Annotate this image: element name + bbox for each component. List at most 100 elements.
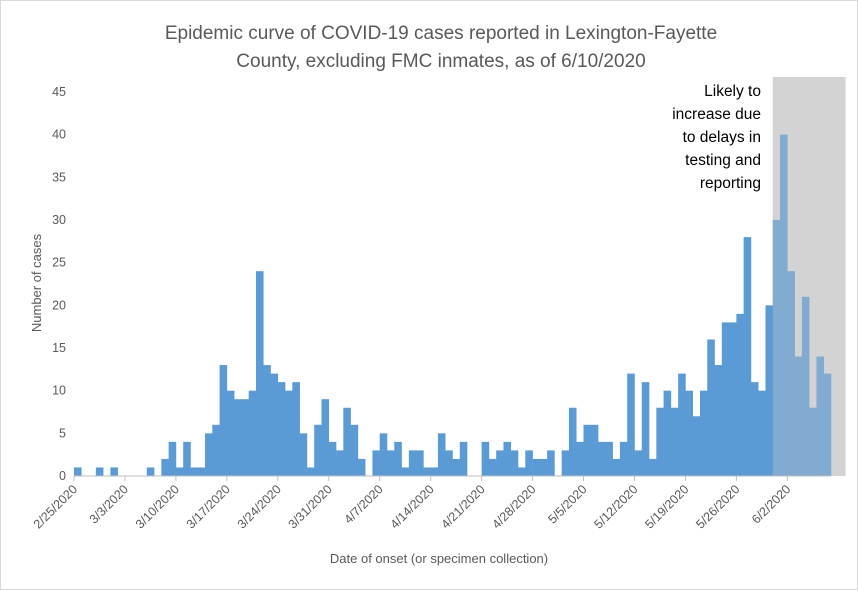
y-tick-label: 15	[52, 341, 66, 355]
bar-87	[707, 339, 715, 476]
y-tick-label: 35	[52, 170, 66, 184]
bar-45	[401, 467, 410, 476]
bar-100	[801, 296, 810, 476]
x-tick-label: 5/12/2020	[591, 482, 640, 531]
bar-39	[357, 458, 366, 476]
bar-92	[743, 237, 752, 476]
bar-69	[576, 441, 584, 476]
x-axis-ticks: 2/25/2020 3/3/2020 3/10/2020 3/17/2020 3/24/…	[31, 476, 793, 531]
x-tick-label: 3/24/2020	[235, 482, 284, 531]
bar-64	[539, 458, 548, 476]
bar-75	[619, 441, 628, 476]
bar-29	[285, 390, 293, 476]
y-tick-label: 20	[52, 298, 66, 312]
bar-41	[372, 450, 381, 476]
bar-68	[568, 407, 577, 476]
annotation-line-5: reporting	[700, 175, 761, 192]
y-tick-label: 45	[52, 85, 66, 99]
bar-58	[496, 450, 504, 476]
bar-12	[161, 458, 169, 476]
bar-30	[292, 382, 300, 476]
bar-80	[656, 407, 664, 476]
bar-22	[234, 399, 242, 476]
bar-56	[481, 441, 490, 476]
bar-3	[95, 467, 104, 476]
bar-67	[561, 450, 570, 476]
bar-27	[270, 373, 279, 476]
shaded-region-overlay	[772, 77, 846, 476]
bar-70	[583, 424, 592, 476]
x-tick-label: 4/21/2020	[439, 482, 488, 531]
x-tick-label: 5/5/2020	[545, 482, 589, 526]
x-tick-label: 3/3/2020	[87, 482, 131, 526]
bar-85	[692, 416, 701, 476]
bar-16	[190, 467, 199, 476]
bar-26	[263, 365, 271, 476]
bar-79	[649, 458, 657, 476]
bar-96	[772, 220, 781, 476]
y-axis-ticks: 0 5 10 15 20 25 30 35 40 45	[52, 85, 66, 483]
bars-group	[74, 134, 832, 476]
bar-89	[721, 322, 730, 476]
bar-48	[423, 467, 431, 476]
y-tick-label: 25	[52, 256, 66, 270]
bar-90	[729, 322, 737, 476]
bar-94	[758, 390, 766, 476]
bar-84	[685, 390, 694, 476]
annotation-line-3: to delays in	[683, 129, 761, 146]
bar-95	[765, 305, 774, 476]
bar-60	[510, 450, 519, 476]
bar-34	[321, 399, 330, 476]
bar-72	[598, 441, 606, 476]
bar-13	[168, 441, 177, 476]
bar-59	[503, 441, 512, 476]
bar-10	[146, 467, 155, 476]
bar-18	[205, 433, 213, 476]
bar-71	[590, 424, 599, 476]
bar-63	[532, 458, 541, 476]
bar-28	[277, 382, 286, 476]
bar-73	[605, 441, 613, 476]
bar-88	[714, 365, 723, 476]
x-tick-label: 3/10/2020	[133, 482, 182, 531]
bar-36	[336, 450, 344, 476]
bar-83	[678, 373, 686, 476]
bar-93	[750, 382, 759, 476]
bar-78	[641, 382, 650, 476]
bar-38	[350, 424, 359, 476]
bar-19	[212, 424, 220, 476]
y-tick-label: 0	[59, 469, 66, 483]
bar-99	[794, 356, 803, 476]
bar-47	[416, 450, 424, 476]
x-tick-label: 3/17/2020	[184, 482, 233, 531]
bar-20	[219, 365, 228, 476]
bar-46	[408, 450, 417, 476]
bar-81	[663, 390, 672, 476]
bar-52	[452, 458, 461, 476]
bar-61	[518, 467, 526, 476]
bar-33	[314, 424, 322, 476]
y-tick-label: 10	[52, 384, 66, 398]
x-tick-label: 3/31/2020	[286, 482, 335, 531]
bar-53	[459, 441, 468, 476]
bar-35	[328, 441, 337, 476]
delay-annotation: Likely to increase due to delays in testing…	[672, 83, 761, 192]
bar-44	[394, 441, 402, 476]
bar-98	[787, 271, 795, 476]
chart-title-line-1: Epidemic curve of COVID-19 cases reporte…	[165, 23, 717, 44]
x-tick-label: 5/26/2020	[693, 482, 742, 531]
bar-24	[248, 390, 257, 476]
bar-74	[612, 458, 621, 476]
bar-82	[670, 407, 679, 476]
bar-17	[197, 467, 206, 476]
bar-43	[386, 450, 395, 476]
bar-97	[780, 134, 788, 476]
x-tick-label: 6/2/2020	[749, 482, 793, 526]
bar-23	[241, 399, 249, 476]
bar-50	[437, 433, 446, 476]
bar-102	[816, 356, 825, 476]
bar-76	[627, 373, 635, 476]
x-tick-label: 4/28/2020	[489, 482, 538, 531]
bar-31	[299, 433, 308, 476]
